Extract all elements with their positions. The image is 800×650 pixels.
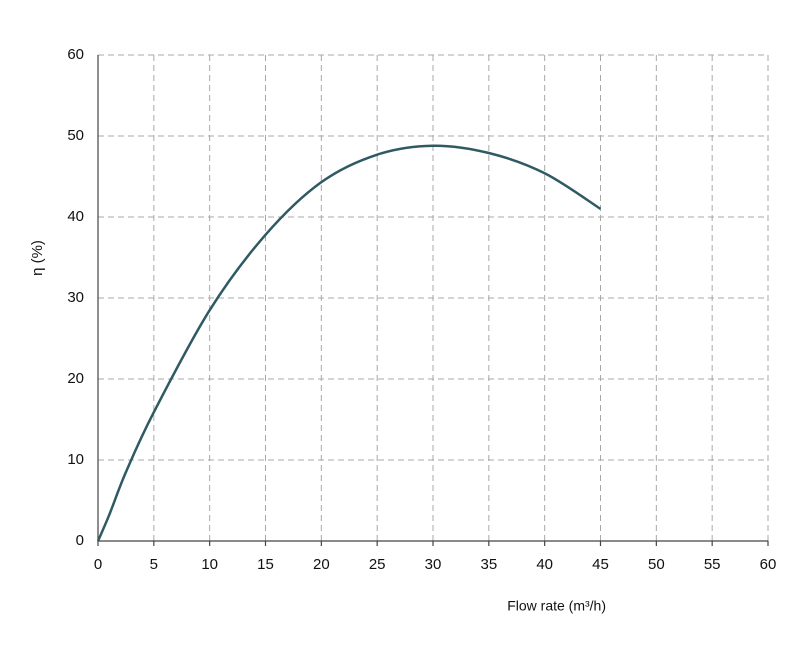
y-tick-label: 40 (67, 208, 84, 225)
x-tick-label: 35 (480, 556, 497, 573)
x-tick-label: 50 (648, 556, 665, 573)
y-tick-label: 50 (67, 127, 84, 144)
y-tick-label: 10 (67, 451, 84, 468)
x-tick-label: 10 (201, 556, 218, 573)
y-tick-label: 0 (76, 532, 84, 549)
y-tick-label: 60 (67, 46, 84, 63)
x-tick-label: 25 (369, 556, 386, 573)
y-tick-label: 30 (67, 289, 84, 306)
x-tick-label: 55 (704, 556, 721, 573)
x-tick-label: 40 (536, 556, 553, 573)
x-tick-label: 60 (760, 556, 777, 573)
x-tick-label: 15 (257, 556, 274, 573)
x-tick-label: 0 (94, 556, 102, 573)
x-tick-label: 45 (592, 556, 609, 573)
x-tick-label: 20 (313, 556, 330, 573)
x-axis-label: Flow rate (m³/h) (507, 598, 606, 614)
x-tick-label: 30 (425, 556, 442, 573)
y-tick-label: 20 (67, 370, 84, 387)
line (96, 144, 602, 542)
y-axis-label: η (%) (29, 240, 46, 276)
x-tick-label: 5 (150, 556, 158, 573)
